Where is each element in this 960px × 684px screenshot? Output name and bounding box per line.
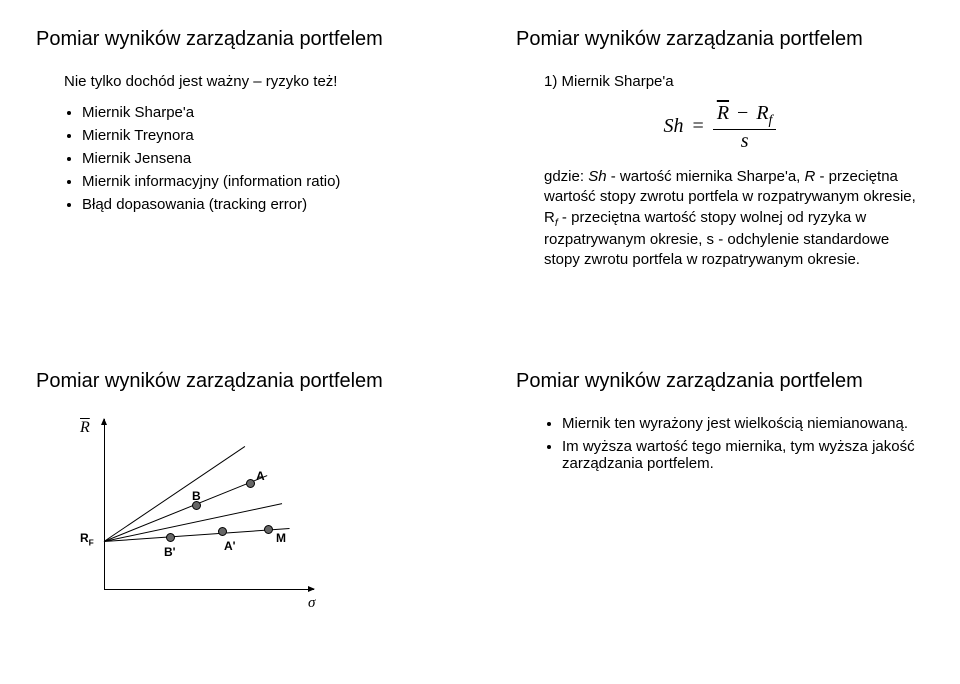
slide-3-title: Pomiar wyników zarządzania portfelem [36,370,444,393]
chart-point-label-Ap: A' [224,539,236,553]
sharpe-formula: Sh = R − Rf s [516,102,924,153]
slide-1-title: Pomiar wyników zarządzania portfelem [36,28,444,51]
slide-1: Pomiar wyników zarządzania portfelem Nie… [0,0,480,342]
chart-point-Bp [166,533,175,542]
list-item: Miernik Treynora [82,127,444,144]
formula-fraction: R − Rf s [713,102,777,153]
list-item: Miernik Sharpe'a [82,104,444,121]
list-item: Im wyższa wartość tego miernika, tym wyż… [562,438,924,472]
y-axis [104,419,105,589]
slide-1-list: Miernik Sharpe'a Miernik Treynora Mierni… [82,104,444,213]
x-axis-label: σ [308,595,315,612]
formula-denominator: s [713,130,777,153]
slide-2-title: Pomiar wyników zarządzania portfelem [516,28,924,51]
list-item: Błąd dopasowania (tracking error) [82,196,444,213]
formula-rf: Rf [756,102,772,124]
chart-point-label-Bp: B' [164,545,176,559]
slide-3: Pomiar wyników zarządzania portfelem R R… [0,342,480,684]
chart-point-label-A: A [256,469,265,483]
chart-point-label-M: M [276,531,286,545]
slide-4: Pomiar wyników zarządzania portfelem Mie… [480,342,960,684]
slide-2-description: gdzie: Sh - wartość miernika Sharpe'a, R… [544,167,924,270]
chart-point-Ap [218,527,227,536]
list-item: Miernik informacyjny (information ratio) [82,173,444,190]
chart-point-A [246,479,255,488]
formula-r-bar: R [717,102,729,124]
slide-2-item-1: 1) Miernik Sharpe'a [544,73,924,90]
slide-4-list: Miernik ten wyrażony jest wielkością nie… [562,415,924,472]
sharpe-chart: R RF σ BAB'A'M [76,415,336,605]
chart-point-M [264,525,273,534]
formula-equals: = [689,115,708,137]
chart-point-label-B: B [192,489,201,503]
formula-minus: − [734,102,751,124]
slide-2: Pomiar wyników zarządzania portfelem 1) … [480,0,960,342]
formula-numerator: R − Rf [713,102,777,130]
y-axis-label: R [80,419,90,437]
slide-1-subtitle: Nie tylko dochód jest ważny – ryzyko też… [64,73,444,90]
slide-4-title: Pomiar wyników zarządzania portfelem [516,370,924,393]
list-item: Miernik ten wyrażony jest wielkością nie… [562,415,924,432]
rf-label: RF [80,531,94,547]
list-item: Miernik Jensena [82,150,444,167]
formula-lhs: Sh [664,115,684,137]
x-axis [104,589,314,590]
